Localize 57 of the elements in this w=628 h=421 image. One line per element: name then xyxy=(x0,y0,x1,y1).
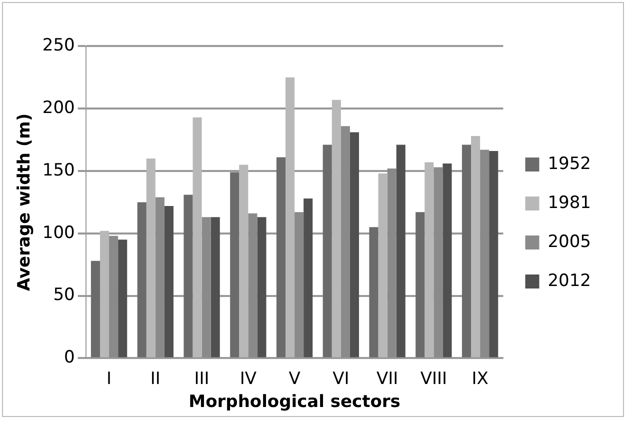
x-tick-label: I xyxy=(106,368,112,389)
bar xyxy=(118,240,128,358)
x-axis-title: Morphological sectors xyxy=(188,392,400,412)
legend-label: 2012 xyxy=(548,270,591,291)
bar xyxy=(100,230,110,358)
bar xyxy=(155,197,164,358)
bar xyxy=(462,144,472,358)
bar xyxy=(442,164,452,358)
bar xyxy=(378,173,388,358)
bar xyxy=(471,136,480,358)
bar xyxy=(434,167,443,358)
bar xyxy=(387,168,396,358)
y-tick-label: 0 xyxy=(64,348,75,368)
x-tick-label: VIII xyxy=(420,368,448,389)
y-tick-label: 100 xyxy=(42,222,75,243)
bar xyxy=(202,217,211,358)
bar xyxy=(164,206,174,358)
x-tick-label: IX xyxy=(472,368,489,389)
bar xyxy=(184,194,193,358)
legend-label: 2005 xyxy=(548,232,591,252)
x-tick-label: V xyxy=(288,368,301,389)
bar xyxy=(286,77,295,358)
bar xyxy=(396,144,406,358)
x-tick-label: II xyxy=(150,368,160,389)
y-tick-label: 150 xyxy=(42,160,75,180)
bar xyxy=(248,213,258,358)
bar xyxy=(257,217,266,358)
bar xyxy=(350,132,360,358)
bar xyxy=(90,260,100,358)
bar xyxy=(230,172,240,358)
bar xyxy=(332,100,341,358)
bar xyxy=(369,227,378,358)
bar xyxy=(239,164,248,358)
y-tick-label: 50 xyxy=(53,285,75,306)
bar xyxy=(210,217,220,358)
bar xyxy=(416,212,425,358)
bar xyxy=(294,212,304,358)
bar xyxy=(424,162,434,358)
y-tick-label: 250 xyxy=(42,36,75,56)
y-tick-label: 200 xyxy=(42,98,75,118)
bar xyxy=(322,144,332,358)
bar xyxy=(489,151,498,358)
bar xyxy=(480,150,490,358)
bar xyxy=(192,117,202,358)
bar xyxy=(304,198,313,358)
x-tick-label: VI xyxy=(332,368,350,389)
bar xyxy=(146,158,156,358)
x-tick-label: III xyxy=(194,368,210,389)
legend-label: 1952 xyxy=(548,154,591,174)
bar xyxy=(137,202,146,358)
x-tick-label: IV xyxy=(240,368,257,389)
bar xyxy=(109,236,118,358)
x-tick-label: VII xyxy=(376,368,398,389)
bar xyxy=(276,157,286,358)
legend-label: 1981 xyxy=(548,192,591,213)
bar xyxy=(340,126,350,358)
y-axis-title: Average width (m) xyxy=(14,113,35,292)
